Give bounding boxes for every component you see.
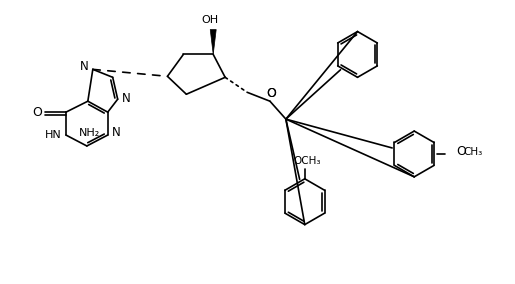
Text: HN: HN xyxy=(45,130,61,140)
Text: N: N xyxy=(79,60,88,73)
Text: O: O xyxy=(32,106,42,119)
Text: N: N xyxy=(112,126,121,139)
Text: O: O xyxy=(266,87,276,100)
Text: O: O xyxy=(456,145,466,158)
Text: O: O xyxy=(266,87,276,100)
Text: CH₃: CH₃ xyxy=(464,147,483,157)
Text: NH₂: NH₂ xyxy=(79,128,100,138)
Text: OCH₃: OCH₃ xyxy=(293,156,320,166)
Polygon shape xyxy=(210,30,216,55)
Text: OH: OH xyxy=(202,14,219,25)
Text: N: N xyxy=(122,92,131,105)
